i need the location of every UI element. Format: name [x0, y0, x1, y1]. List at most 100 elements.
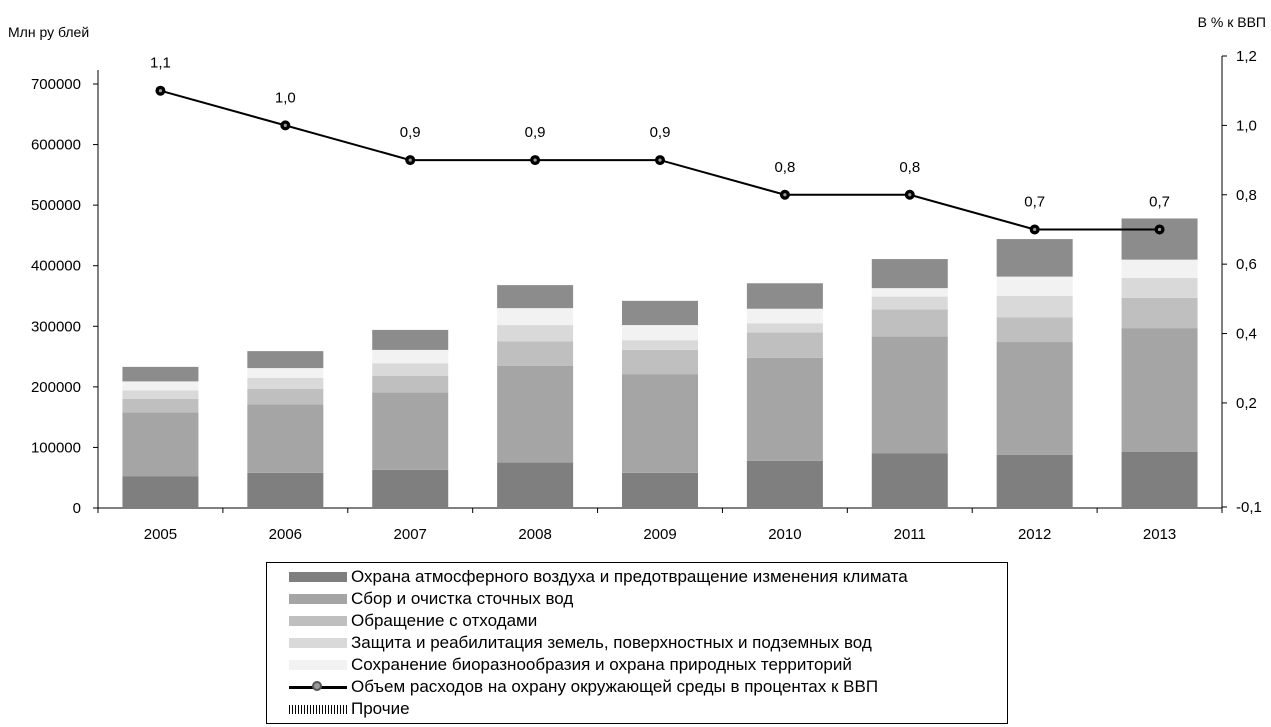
y-tick-label: 400000 — [31, 258, 81, 275]
y2-tick-label: 0,2 — [1236, 395, 1257, 412]
bar-segment-3 — [122, 390, 199, 399]
legend-item: Сохранение биоразнообразия и охрана прир… — [289, 655, 852, 675]
bar-segment-3 — [247, 377, 324, 389]
axes: 0 100000 200000 300000 400000 500000 600000 700… — [31, 48, 1262, 543]
legend-label: Объем расходов на охрану окружающей сред… — [351, 677, 879, 696]
x-tick-label: 2012 — [1018, 526, 1051, 543]
bar-segment-3 — [372, 363, 449, 376]
legend-item: Прочие — [289, 699, 410, 719]
y-tick-label: 500000 — [31, 197, 81, 214]
bar-segment-1 — [122, 412, 199, 477]
bar-segment-0 — [372, 469, 449, 508]
bar-segment-4 — [622, 325, 698, 341]
legend-label: Сбор и очистка сточных вод — [351, 589, 574, 608]
line-point-center — [1157, 227, 1162, 232]
bar-segment-2 — [871, 309, 948, 337]
x-tick-label: 2008 — [518, 526, 551, 543]
bar-segment-4 — [497, 308, 574, 326]
bar-segment-1 — [497, 365, 574, 463]
y-tick-label: 200000 — [31, 379, 81, 396]
y2-tick-label: 1,2 — [1236, 48, 1257, 65]
line-data-label: 0,8 — [774, 159, 795, 176]
bar-segment-2 — [1121, 297, 1198, 329]
y2-tick-label: 1,0 — [1236, 117, 1257, 134]
bar-segment-2 — [996, 317, 1073, 343]
bar-segment-3 — [622, 340, 698, 350]
bar-segment-4 — [746, 308, 823, 324]
bar-segment-5 — [746, 283, 823, 309]
legend-swatch — [289, 572, 347, 582]
line-data-label: 0,8 — [899, 159, 920, 176]
bar-segment-4 — [372, 349, 449, 364]
y2-tick-label: -0,1 — [1236, 499, 1262, 516]
legend-swatch — [289, 704, 347, 714]
line-data-label: 0,9 — [650, 124, 671, 141]
bar-segment-1 — [622, 374, 698, 473]
line-series: 1,1 1,0 0,9 0,9 0,9 0,8 0,8 0,7 0,7 — [150, 55, 1170, 235]
bar-segment-3 — [871, 296, 948, 310]
bar-segment-4 — [871, 288, 948, 297]
legend-item: Защита и реабилитация земель, поверхност… — [289, 633, 872, 653]
line-data-label: 0,7 — [1024, 193, 1045, 210]
legend-label: Охрана атмосферного воздуха и предотвращ… — [351, 567, 908, 586]
bar-segment-3 — [996, 296, 1073, 318]
bar-segment-1 — [746, 357, 823, 461]
bar-segment-3 — [746, 323, 823, 333]
bar-segment-2 — [247, 388, 324, 405]
y-tick-label: 0 — [73, 500, 81, 517]
chart: Млн ру блей В % к ВВП 0 100000 200000 30000… — [8, 14, 1266, 543]
bar-segment-1 — [372, 392, 449, 470]
line-point-center — [783, 193, 787, 197]
x-tick-label: 2009 — [643, 526, 676, 543]
bar-segment-1 — [1121, 328, 1198, 452]
bar-segment-0 — [1121, 451, 1198, 508]
legend-line-marker — [289, 681, 347, 693]
line-data-label: 0,7 — [1149, 193, 1170, 210]
bar-segment-2 — [497, 341, 574, 366]
x-tick-label: 2011 — [894, 526, 926, 543]
bar-segment-4 — [122, 381, 199, 391]
bar-segment-0 — [497, 462, 574, 508]
y-tick-label: 700000 — [31, 76, 81, 93]
bar-segment-5 — [622, 300, 698, 326]
bar-segment-0 — [871, 453, 948, 508]
bar-segment-5 — [497, 285, 574, 309]
bar-segment-2 — [622, 349, 698, 375]
y2-tick-label: 0,4 — [1236, 326, 1257, 343]
bar-segment-0 — [622, 472, 698, 508]
y-tick-label: 100000 — [31, 439, 81, 456]
x-tick-label: 2010 — [768, 526, 801, 543]
y2-tick-label: 0,8 — [1236, 187, 1257, 204]
legend-label: Защита и реабилитация земель, поверхност… — [351, 633, 872, 652]
bar-segment-5 — [372, 329, 449, 350]
y2-axis-title: В % к ВВП — [1198, 14, 1266, 30]
bar-segment-5 — [871, 259, 948, 289]
bar-segment-4 — [247, 368, 324, 378]
legend-item: Обращение с отходами — [289, 611, 537, 631]
bars — [122, 218, 1198, 508]
legend: Охрана атмосферного воздуха и предотвращ… — [266, 562, 1008, 724]
x-tick-label: 2005 — [144, 526, 177, 543]
bar-segment-4 — [1121, 259, 1198, 278]
x-tick-label: 2007 — [394, 526, 427, 543]
bar-segment-3 — [1121, 277, 1198, 298]
legend-label: Обращение с отходами — [351, 611, 538, 630]
legend-swatch — [289, 638, 347, 648]
legend-item: Сбор и очистка сточных вод — [289, 589, 573, 609]
bar-segment-0 — [746, 460, 823, 508]
line-point-center — [908, 193, 912, 197]
legend-label: Прочие — [351, 699, 410, 718]
bar-segment-1 — [247, 404, 324, 473]
bar-segment-2 — [372, 375, 449, 393]
bar-segment-2 — [122, 398, 199, 413]
y-tick-label: 600000 — [31, 137, 81, 154]
bar-segment-1 — [996, 342, 1073, 455]
line-data-label: 1,0 — [275, 89, 296, 106]
x-tick-label: 2013 — [1143, 526, 1176, 543]
bar-segment-3 — [497, 325, 574, 342]
legend-item: Объем расходов на охрану окружающей сред… — [289, 677, 878, 697]
bar-segment-5 — [996, 239, 1073, 277]
line-point-center — [658, 158, 662, 162]
line-point-center — [408, 158, 412, 162]
legend-swatch — [289, 594, 347, 604]
